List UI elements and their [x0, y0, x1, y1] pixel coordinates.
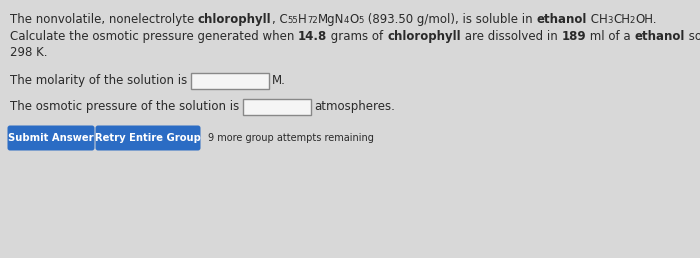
- FancyBboxPatch shape: [243, 99, 311, 115]
- Text: grams of: grams of: [328, 30, 387, 43]
- Text: H: H: [298, 13, 307, 26]
- Text: 72: 72: [307, 16, 318, 25]
- Text: M.: M.: [272, 74, 286, 87]
- Text: 14.8: 14.8: [298, 30, 328, 43]
- Text: , C: , C: [272, 13, 288, 26]
- Text: Submit Answer: Submit Answer: [8, 133, 94, 143]
- Text: 4: 4: [344, 16, 349, 25]
- Text: solution at: solution at: [685, 30, 700, 43]
- Text: 3: 3: [608, 16, 613, 25]
- Text: MgN: MgN: [318, 13, 344, 26]
- Text: 2: 2: [630, 16, 636, 25]
- Text: Retry Entire Group: Retry Entire Group: [95, 133, 201, 143]
- FancyBboxPatch shape: [95, 125, 200, 150]
- Text: The molarity of the solution is: The molarity of the solution is: [10, 74, 191, 87]
- Text: CH: CH: [613, 13, 630, 26]
- Text: OH.: OH.: [636, 13, 657, 26]
- Text: chlorophyll: chlorophyll: [198, 13, 272, 26]
- Text: 189: 189: [561, 30, 586, 43]
- Text: ml of a: ml of a: [586, 30, 634, 43]
- Text: The nonvolatile, nonelectrolyte: The nonvolatile, nonelectrolyte: [10, 13, 198, 26]
- Text: are dissolved in: are dissolved in: [461, 30, 561, 43]
- Text: (893.50 g/mol), is soluble in: (893.50 g/mol), is soluble in: [364, 13, 536, 26]
- Text: chlorophyll: chlorophyll: [387, 30, 461, 43]
- Text: atmospheres.: atmospheres.: [314, 100, 395, 113]
- FancyBboxPatch shape: [191, 73, 269, 89]
- Text: 9 more group attempts remaining: 9 more group attempts remaining: [208, 133, 374, 143]
- Text: ethanol: ethanol: [634, 30, 685, 43]
- Text: The osmotic pressure of the solution is: The osmotic pressure of the solution is: [10, 100, 243, 113]
- Text: 55: 55: [288, 16, 298, 25]
- Text: Calculate the osmotic pressure generated when: Calculate the osmotic pressure generated…: [10, 30, 298, 43]
- Text: 298 K.: 298 K.: [10, 46, 48, 59]
- Text: ethanol: ethanol: [536, 13, 587, 26]
- Text: CH: CH: [587, 13, 608, 26]
- FancyBboxPatch shape: [8, 125, 95, 150]
- Text: O: O: [349, 13, 358, 26]
- Text: 5: 5: [358, 16, 364, 25]
